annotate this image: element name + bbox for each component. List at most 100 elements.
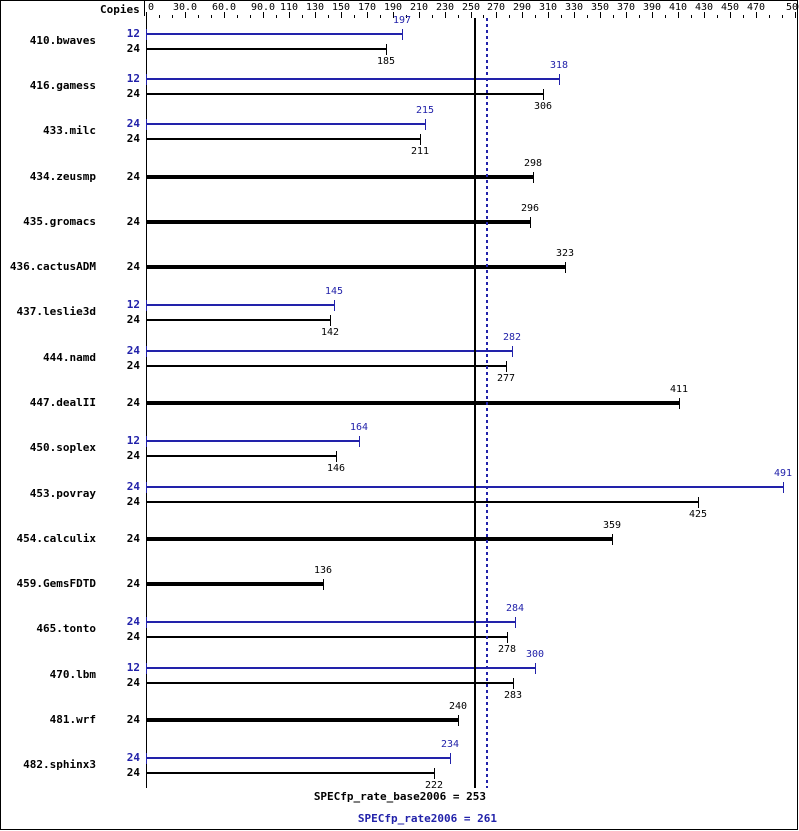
axis-tick-major — [367, 12, 368, 18]
axis-tick-minor — [328, 15, 329, 18]
bar-peak — [146, 485, 783, 488]
bar-end-cap — [402, 28, 403, 40]
base-reference-line — [474, 18, 476, 788]
axis-tick-label: 330 — [564, 2, 584, 13]
axis-tick-minor — [717, 15, 718, 18]
copies-value: 24 — [126, 766, 140, 780]
axis-tick-major — [445, 12, 446, 18]
bar-value-label: 425 — [688, 508, 708, 520]
axis-tick-minor — [587, 15, 588, 18]
bar-value-label: 298 — [523, 157, 543, 169]
axis-tick-major — [795, 12, 796, 18]
bar-end-cap — [359, 436, 360, 448]
bar-value-label: 197 — [392, 14, 412, 26]
axis-tick-label: 150 — [331, 2, 351, 13]
bar-base — [146, 265, 565, 270]
axis-tick-minor — [639, 15, 640, 18]
bar-base — [146, 636, 507, 639]
copies-value: 24 — [126, 260, 140, 274]
axis-tick-label: 290 — [512, 2, 532, 13]
benchmark-group: 470.lbm 300 12 283 24 — [0, 648, 799, 701]
peak-reference-line — [486, 18, 488, 788]
copies-value: 12 — [126, 26, 140, 40]
axis-tick-minor — [172, 15, 173, 18]
bar-end-cap — [535, 662, 536, 674]
axis-tick-label: 190 — [383, 2, 403, 13]
copies-value: 24 — [126, 713, 140, 727]
axis-tick-label: 230 — [435, 2, 455, 13]
bar-value-label: 283 — [503, 689, 523, 701]
axis-tick-major — [185, 12, 186, 18]
bar-value-label: 215 — [415, 105, 435, 117]
bar-peak — [146, 757, 450, 760]
axis-tick-major — [263, 12, 264, 18]
bar-value-label: 284 — [505, 603, 525, 615]
bar-end-cap — [330, 315, 331, 327]
header-separator — [144, 0, 145, 16]
bar-end-cap — [515, 617, 516, 629]
bar-end-cap — [434, 768, 435, 780]
axis-tick-major — [341, 12, 342, 18]
axis-tick-major — [574, 12, 575, 18]
bar-value-label: 222 — [424, 780, 444, 792]
bar-base — [146, 47, 386, 50]
copies-value: 24 — [126, 494, 140, 508]
copies-header-label: Copies — [100, 3, 140, 16]
axis-tick-minor — [354, 15, 355, 18]
bar-peak — [146, 32, 402, 35]
bar-value-label: 136 — [313, 565, 333, 577]
axis-tick-minor — [561, 15, 562, 18]
axis-tick-major — [704, 12, 705, 18]
axis-tick-minor — [509, 15, 510, 18]
axis-tick-label: 110 — [279, 2, 299, 13]
benchmark-name-label: 447.dealII — [29, 395, 96, 409]
copies-value: 24 — [126, 577, 140, 591]
axis-tick-label: 30.0 — [172, 2, 198, 13]
benchmark-group: 437.leslie3d 145 12 142 24 — [0, 286, 799, 339]
axis-tick-minor — [432, 15, 433, 18]
axis-tick-minor — [483, 15, 484, 18]
bar-base — [146, 718, 458, 723]
axis-tick-major — [224, 12, 225, 18]
bar-peak — [146, 304, 334, 307]
benchmark-name-label: 435.gromacs — [23, 214, 96, 228]
axis-tick-major — [730, 12, 731, 18]
bar-value-label: 142 — [320, 327, 340, 339]
benchmark-group: 454.calculix 359 24 — [0, 516, 799, 561]
copies-value: 12 — [126, 434, 140, 448]
bar-end-cap — [698, 496, 699, 508]
bar-end-cap — [450, 753, 451, 765]
axis-tick-major — [393, 12, 394, 18]
bar-end-cap — [679, 397, 680, 409]
copies-value: 24 — [126, 86, 140, 100]
copies-value: 24 — [126, 358, 140, 372]
benchmark-group: 416.gamess 318 12 306 24 — [0, 60, 799, 112]
bar-value-label: 282 — [502, 331, 522, 343]
benchmark-name-label: 444.namd — [43, 350, 96, 364]
axis-tick-major — [626, 12, 627, 18]
axis-tick-minor — [782, 15, 783, 18]
bar-end-cap — [559, 73, 560, 85]
benchmark-name-label: 416.gamess — [29, 78, 96, 92]
axis-tick-major — [471, 12, 472, 18]
copies-value: 24 — [126, 343, 140, 357]
bar-peak — [146, 440, 359, 443]
benchmark-name-label: 459.GemsFDTD — [16, 577, 96, 591]
axis-tick-label: 170 — [357, 2, 377, 13]
copies-value: 24 — [126, 751, 140, 765]
benchmark-name-label: 410.bwaves — [29, 33, 96, 47]
bar-value-label: 234 — [440, 739, 460, 751]
benchmark-name-label: 454.calculix — [16, 531, 96, 545]
benchmark-group: 481.wrf 240 24 — [0, 697, 799, 742]
benchmark-name-label: 436.cactusADM — [9, 260, 96, 274]
bar-value-label: 300 — [525, 648, 545, 660]
copies-value: 24 — [126, 41, 140, 55]
benchmark-name-label: 465.tonto — [36, 622, 96, 636]
copies-value: 12 — [126, 71, 140, 85]
copies-value: 24 — [126, 132, 140, 146]
axis-tick-major — [496, 12, 497, 18]
axis-tick-minor — [250, 15, 251, 18]
bar-end-cap — [507, 632, 508, 644]
axis-tick-minor — [302, 15, 303, 18]
